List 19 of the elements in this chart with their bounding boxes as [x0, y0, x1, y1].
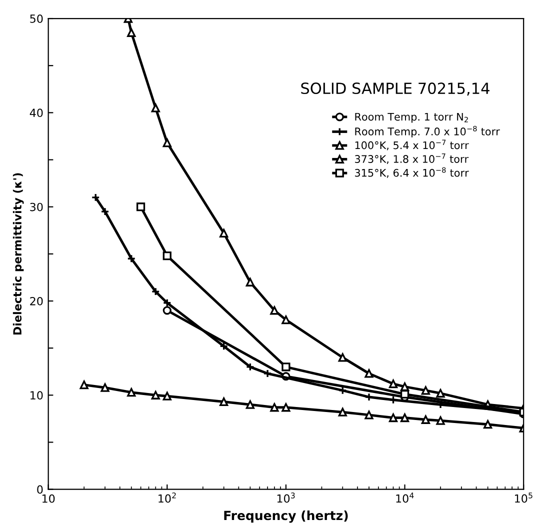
legend-label: Room Temp. 1 torr N$_{2}$ [355, 112, 468, 123]
x-tick-label: 10$^{2}$ [158, 492, 176, 503]
legend-label: 100°K, 5.4 x 10$^{−7}$ torr [355, 140, 469, 150]
x-tick-label: 10 [42, 494, 55, 503]
y-tick-label: 40 [30, 108, 43, 118]
y-axis-title: Dielectric permittivity (κ') [12, 173, 24, 335]
y-tick-label: 0 [37, 485, 43, 494]
x-tick-label: 10$^{5}$ [515, 492, 532, 503]
text: SOLID SAMPLE 70215,14 [301, 82, 490, 96]
y-tick-label: 30 [30, 202, 43, 212]
legend-label: 315°K, 6.4 x 10$^{−8}$ torr [355, 167, 469, 178]
x-tick-label: 10$^{4}$ [396, 492, 414, 503]
legend-label: Room Temp. 7.0 x 10$^{−8}$ torr [355, 126, 500, 138]
y-tick-label: 50 [30, 14, 43, 23]
x-tick-label: 10$^{3}$ [277, 492, 295, 503]
x-axis-title: Frequency (hertz) [224, 510, 348, 523]
legend-label: 373°K, 1.8 x 10$^{−7}$ torr [355, 153, 469, 164]
y-tick-label: 10 [30, 391, 43, 400]
y-tick-label: 20 [30, 296, 43, 306]
